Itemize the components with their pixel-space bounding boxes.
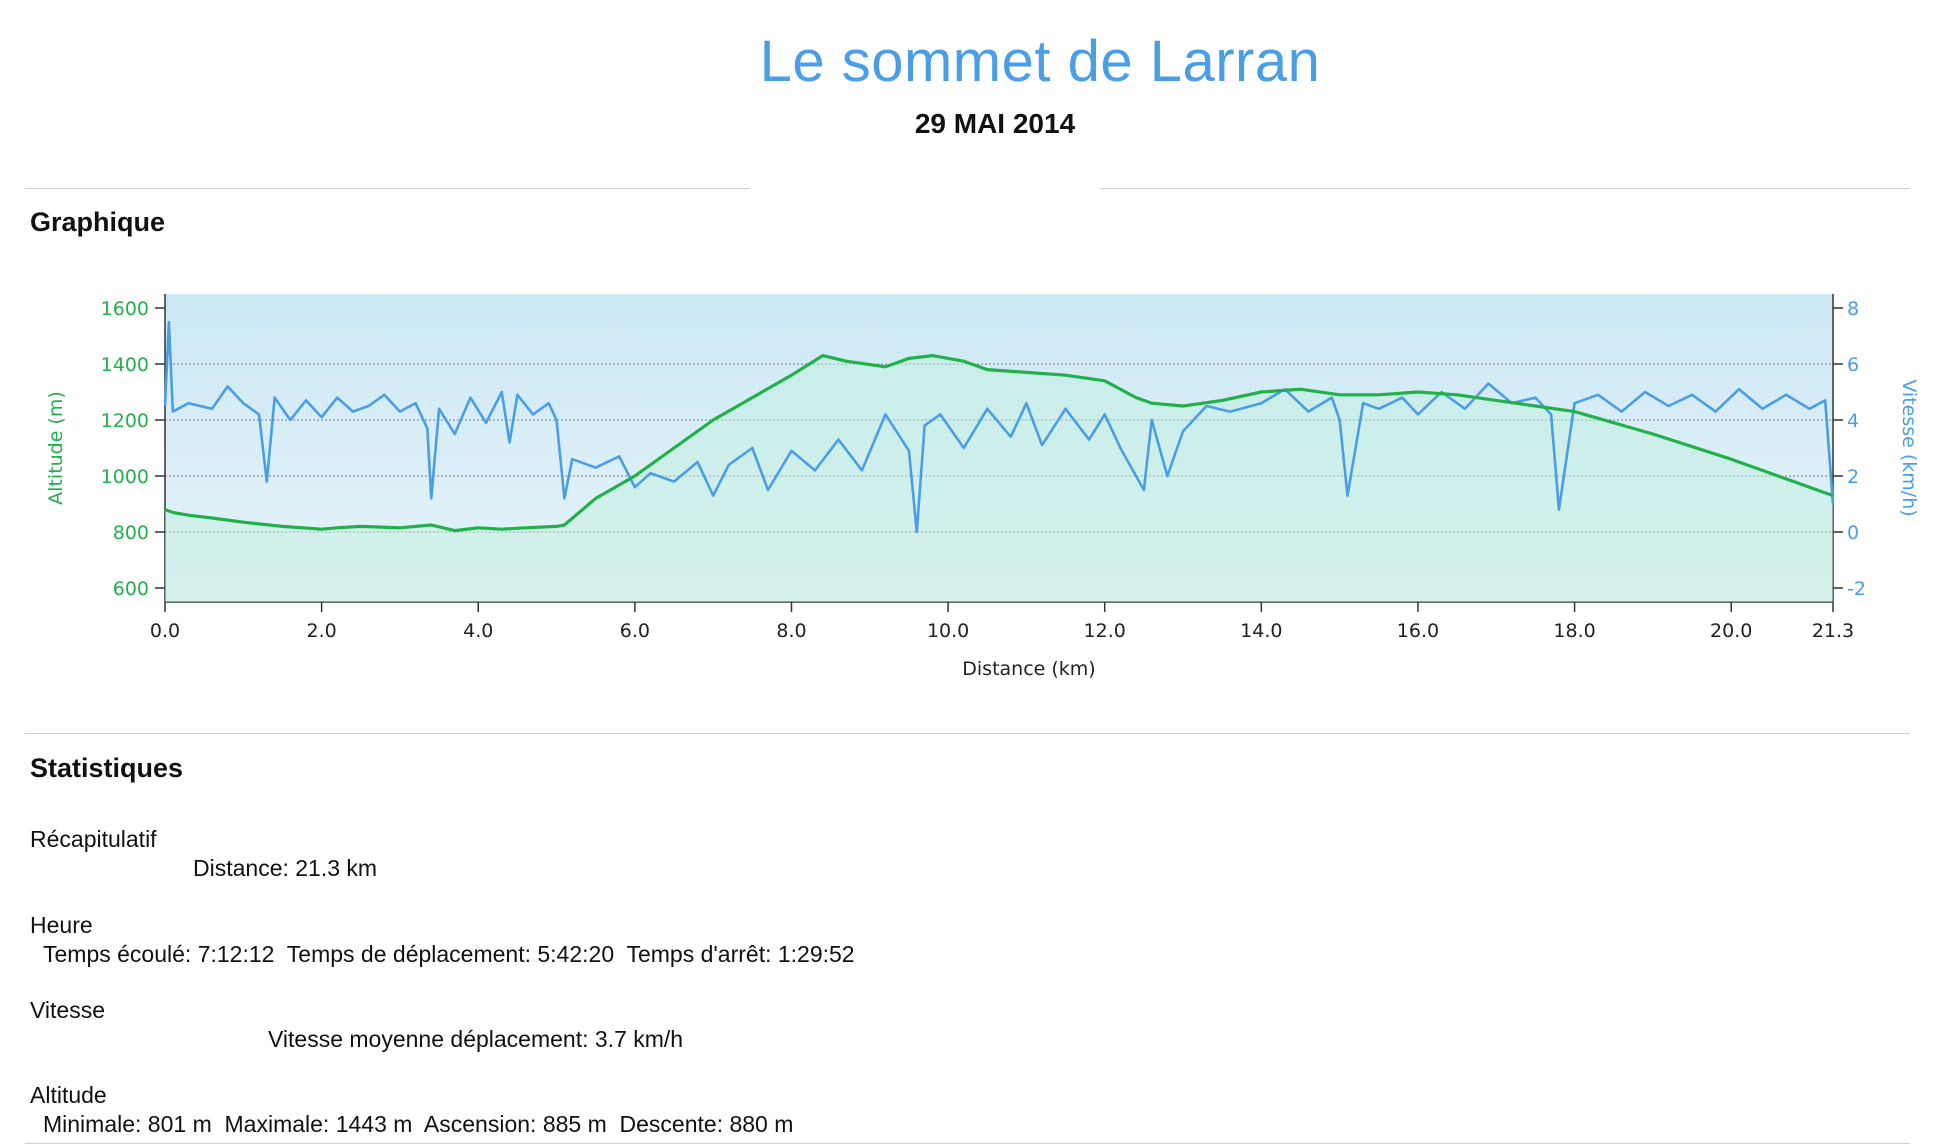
summary-label: Récapitulatif	[30, 826, 157, 852]
x-tick-label: 0.0	[150, 620, 180, 642]
x-tick-label: 18.0	[1553, 620, 1595, 642]
x-tick-label: 10.0	[927, 620, 969, 642]
graph-section-title: Graphique	[30, 207, 166, 237]
y-right-axis-label: Vitesse (km/h)	[1898, 379, 1920, 516]
divider-right	[1100, 188, 1910, 189]
y-left-tick-label: 1200	[101, 410, 149, 432]
altitude-area	[165, 355, 1833, 602]
altitude-label: Altitude	[30, 1082, 107, 1108]
x-tick-label: 6.0	[620, 620, 650, 642]
y-right-tick-label: 4	[1847, 410, 1859, 432]
page-date: 29 MAI 2014	[914, 108, 1076, 139]
x-tick-label: 14.0	[1240, 620, 1282, 642]
x-tick-label: 4.0	[463, 620, 493, 642]
divider-stats	[25, 733, 1910, 734]
y-left-tick-label: 1400	[101, 354, 149, 376]
altitude-speed-chart: 1600 1400 1200 1000 800 600 8 6 4 2 0 -2 0.0 2.0 4.0 6.…	[45, 294, 1920, 680]
y-right-tick-label: -2	[1847, 578, 1866, 600]
y-left-tick-label: 1600	[101, 298, 149, 320]
x-tick-label: 21.3	[1812, 620, 1854, 642]
speed-label: Vitesse	[30, 997, 106, 1023]
distance-value: Distance: 21.3 km	[193, 855, 378, 881]
y-right-tick-label: 6	[1847, 354, 1859, 376]
x-tick-label: 2.0	[307, 620, 337, 642]
altitude-values: Minimale: 801 m Maximale: 1443 m Ascensi…	[43, 1111, 794, 1137]
y-right-tick-label: 2	[1847, 466, 1859, 488]
page-title: Le sommet de Larran	[759, 29, 1321, 94]
x-tick-label: 12.0	[1084, 620, 1126, 642]
time-label: Heure	[30, 912, 93, 938]
y-left-tick-label: 600	[113, 578, 149, 600]
y-left-axis-label: Altitude (m)	[45, 391, 67, 505]
stats-section-title: Statistiques	[30, 753, 184, 783]
time-values: Temps écoulé: 7:12:12 Temps de déplaceme…	[43, 941, 855, 967]
y-left-tick-label: 800	[113, 522, 149, 544]
x-tick-label: 8.0	[776, 620, 806, 642]
x-tick-label: 16.0	[1397, 620, 1439, 642]
x-tick-label: 20.0	[1710, 620, 1752, 642]
speed-value: Vitesse moyenne déplacement: 3.7 km/h	[268, 1026, 684, 1052]
divider-left	[25, 188, 750, 189]
y-left-tick-label: 1000	[101, 466, 149, 488]
y-right-tick-label: 0	[1847, 522, 1859, 544]
divider-bottom	[25, 1143, 1910, 1144]
altitude-series-line	[164, 354, 1834, 533]
x-axis-label: Distance (km)	[962, 658, 1095, 680]
y-right-tick-label: 8	[1847, 298, 1859, 320]
